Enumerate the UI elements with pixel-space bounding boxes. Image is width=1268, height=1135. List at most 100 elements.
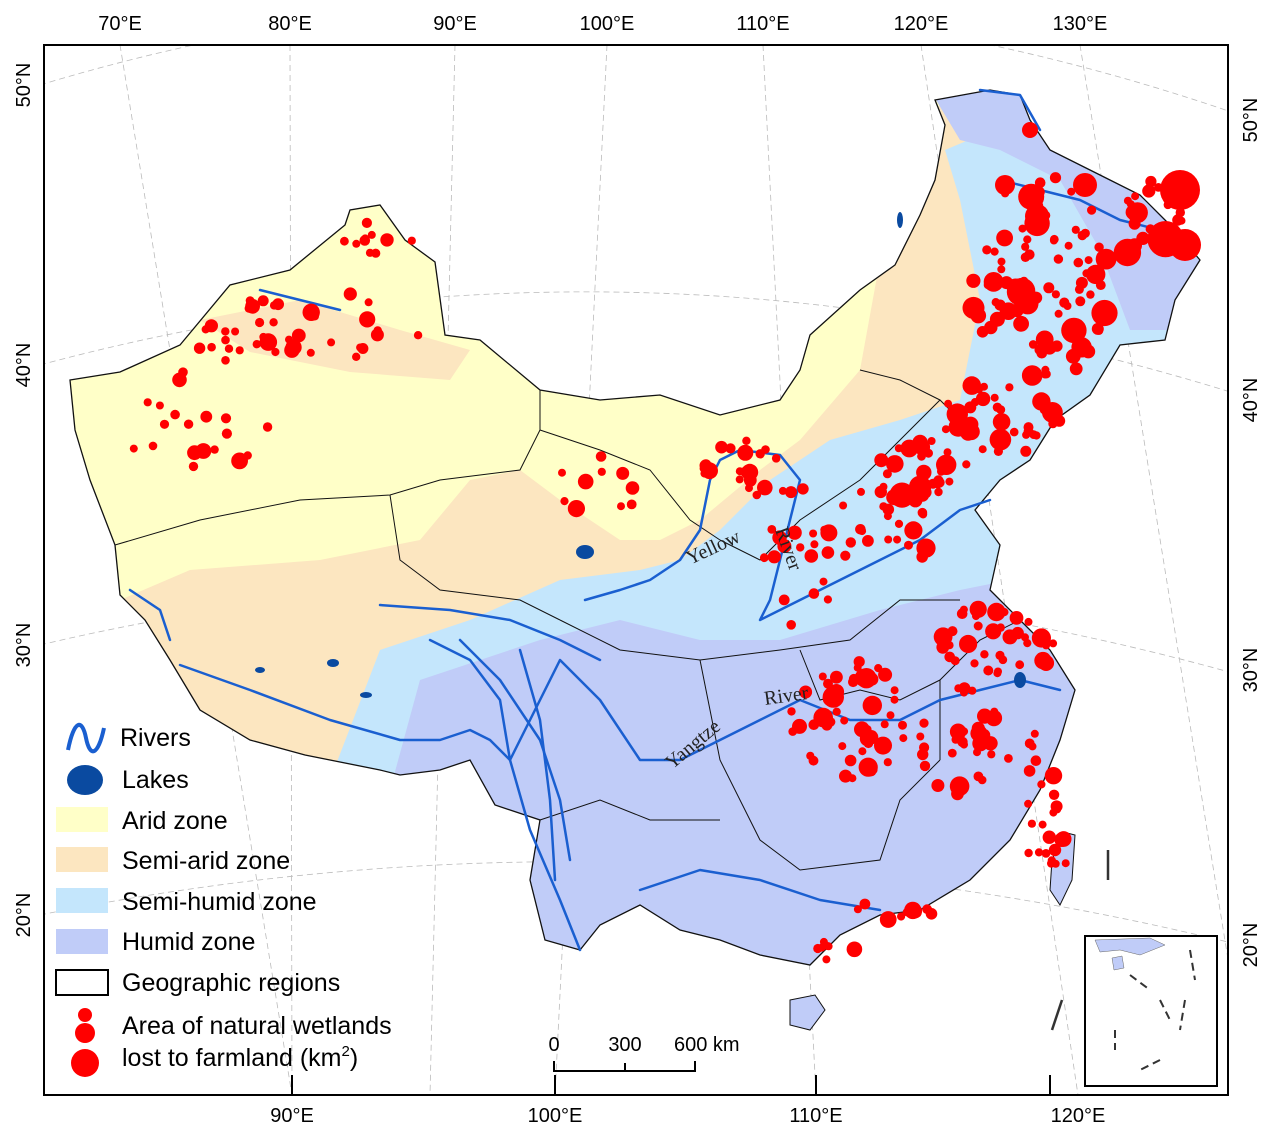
wetland-loss-point — [188, 461, 199, 472]
wetland-loss-point — [1013, 315, 1029, 332]
wetland-loss-point — [1018, 183, 1045, 210]
wetland-loss-point — [159, 419, 170, 429]
wetland-loss-point — [840, 550, 851, 561]
wetland-loss-point — [231, 327, 240, 336]
tick-label: 30°N — [13, 623, 35, 668]
wetland-loss-point — [359, 311, 376, 328]
wetland-loss-point — [922, 904, 932, 915]
lake — [1014, 672, 1026, 688]
wetland-loss-point — [1034, 177, 1046, 188]
wetland-loss-point — [985, 623, 1002, 640]
wetland-loss-point — [1123, 196, 1132, 205]
wetland-loss-point — [819, 577, 828, 586]
wetland-loss-point — [962, 460, 971, 469]
legend-arid: Arid zone — [122, 807, 228, 835]
wetland-loss-point — [989, 311, 1005, 327]
wetland-loss-point — [1053, 805, 1062, 814]
wetland-loss-point — [990, 707, 999, 716]
wetland-loss-point — [909, 475, 932, 498]
wetland-loss-point — [1032, 392, 1051, 411]
wetland-loss-point — [956, 608, 968, 619]
wetland-loss-point — [983, 665, 994, 676]
wetland-loss-point — [1034, 344, 1046, 356]
wetland-loss-point — [1000, 276, 1013, 290]
wetland-loss-point — [823, 595, 833, 604]
wetland-loss-point — [616, 466, 630, 480]
wetland-loss-point — [1030, 292, 1039, 300]
wetland-loss-point — [1073, 257, 1084, 268]
wetland-loss-point — [1044, 767, 1063, 785]
wetland-loss-point — [822, 955, 831, 964]
tick-label: 90°E — [433, 13, 477, 35]
wetland-loss-point — [917, 451, 926, 461]
wetland-loss-point — [373, 326, 382, 335]
wetland-loss-point — [818, 672, 827, 681]
wetland-loss-point — [743, 473, 757, 487]
wetland-loss-point — [859, 731, 875, 747]
wetland-loss-point — [178, 367, 188, 378]
wetland-loss-point — [220, 413, 232, 424]
scale-bar: 0 300 600 km — [548, 1034, 740, 1072]
wetland-loss-point — [886, 489, 903, 506]
wetland-loss-point — [1023, 235, 1032, 244]
wetland-loss-point — [1020, 252, 1031, 262]
wetland-loss-point — [936, 454, 957, 475]
tick-label: 90°E — [270, 1105, 314, 1127]
tick-label: 80°E — [268, 13, 312, 35]
wetland-loss-point — [271, 347, 280, 357]
wetland-loss-point — [1042, 369, 1051, 379]
lake — [255, 667, 265, 673]
wetland-loss-point — [771, 454, 781, 463]
wetland-loss-point — [752, 490, 762, 500]
wetland-loss-point — [155, 401, 164, 410]
wetland-loss-point — [193, 342, 206, 354]
wetland-loss-point — [1048, 858, 1057, 867]
wetland-loss-point — [340, 236, 349, 246]
wetland-loss-point — [1054, 309, 1063, 318]
wetland-loss-point — [1072, 323, 1083, 333]
tick-label: 120°E — [894, 13, 949, 35]
humid-zone — [390, 90, 1200, 965]
wetland-loss-point — [626, 499, 637, 510]
wetland-loss-point — [970, 659, 979, 668]
wetland-loss-point — [1061, 859, 1070, 868]
wetland-loss-point — [973, 748, 981, 757]
wetland-loss-point — [786, 620, 796, 630]
wetland-loss-point — [1125, 204, 1141, 220]
wetland-loss-point — [822, 686, 844, 708]
wetland-loss-point — [1008, 277, 1036, 305]
wetland-loss-point — [221, 327, 230, 336]
small-point-icon — [78, 1008, 92, 1022]
wetland-loss-point — [767, 525, 777, 534]
wetland-loss-point — [995, 650, 1005, 661]
wetland-loss-point — [983, 272, 1004, 292]
wetland-loss-point — [560, 497, 569, 506]
wetland-loss-point — [200, 410, 213, 423]
wetland-loss-point — [902, 908, 911, 917]
wetland-loss-point — [882, 469, 892, 479]
wetland-loss-point — [1030, 755, 1042, 766]
wetland-loss-point — [919, 718, 929, 728]
tick-label: 110°E — [736, 13, 789, 35]
wetland-loss-point — [839, 501, 848, 510]
wetland-loss-point — [567, 500, 586, 518]
wetland-loss-point — [235, 346, 244, 355]
wetland-loss-point — [792, 718, 807, 734]
wetland-loss-point — [1067, 187, 1076, 196]
wetland-loss-point — [207, 342, 216, 352]
wetland-loss-point — [960, 740, 968, 749]
wetland-loss-point — [221, 335, 230, 345]
wetland-loss-point — [269, 301, 279, 310]
wetland-loss-point — [1113, 238, 1142, 267]
wetland-loss-point — [880, 720, 889, 729]
wetland-loss-point — [975, 391, 991, 407]
wetland-loss-point — [858, 757, 878, 777]
wetland-loss-point — [1021, 365, 1043, 386]
wetland-loss-point — [1064, 241, 1073, 250]
wetland-loss-point — [1028, 340, 1038, 349]
wetland-loss-point — [954, 684, 963, 693]
wetland-loss-point — [821, 546, 835, 559]
wetland-loss-point — [997, 257, 1006, 266]
wetland-loss-point — [899, 734, 908, 743]
